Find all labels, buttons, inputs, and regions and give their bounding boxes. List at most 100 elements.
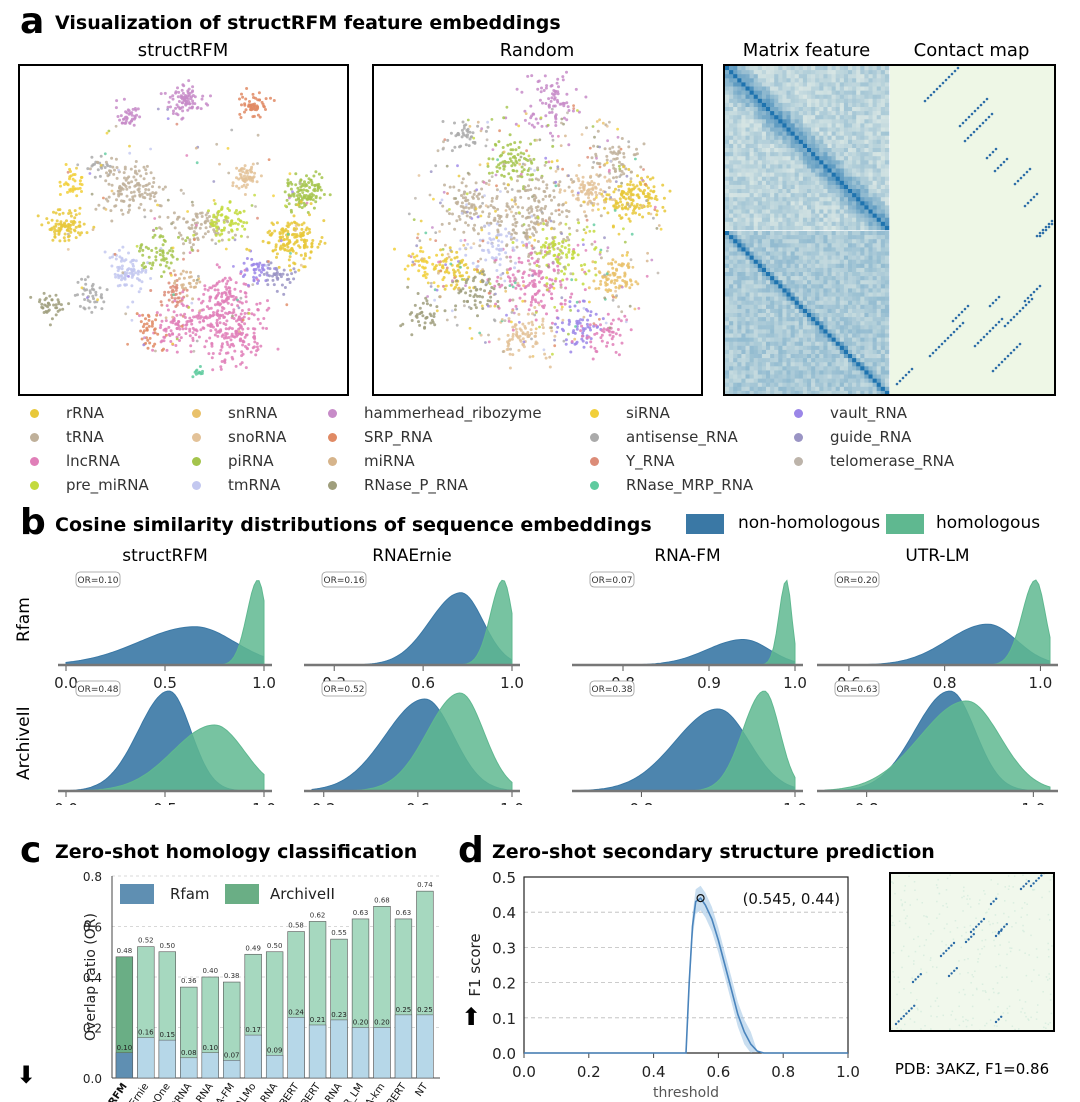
tsne-point [610,261,613,265]
tsne-point [618,333,622,337]
tsne-point [493,142,497,146]
tsne-point [619,184,623,188]
tsne-point [242,178,246,182]
tsne-point [190,223,194,227]
tsne-point [184,286,187,290]
tsne-point [475,265,479,269]
tsne-point [578,300,581,304]
heatmap-cell [770,143,775,149]
tsne-point [532,246,536,250]
tsne-point [160,319,164,323]
tsne-point [506,333,510,337]
tsne-point [661,183,665,187]
heatmap-cell [725,184,730,190]
heatmap-cell [802,184,808,190]
heatmap-cell [786,90,791,95]
tsne-point [540,124,544,128]
tsne-point [525,149,528,153]
tsne-point [67,302,71,306]
tsne-point [554,209,558,213]
tsne-point [271,249,275,253]
tsne-point [425,302,429,306]
tsne-point [290,233,294,237]
tsne-point [68,189,72,193]
heatmap-cell [757,66,763,71]
heatmap-cell [811,90,816,95]
heatmap-cell [766,102,771,108]
tsne-point [515,220,519,224]
tsne-point [541,326,545,330]
heatmap-cell [782,70,787,75]
tsne-point [487,277,491,281]
tsne-point [449,283,453,287]
tsne-point [536,121,540,125]
tsne-point [575,174,579,178]
tsne-point [418,323,422,327]
tsne-point [560,244,564,248]
tsne-point [137,206,141,210]
heatmap-cell [794,90,800,95]
tsne-point [293,233,297,236]
tsne-point [474,288,478,292]
tsne-point [122,199,126,203]
tsne-point [123,121,127,125]
tsne-point [153,328,156,332]
tsne-point [154,255,158,259]
tsne-point [479,257,483,261]
heatmap-cell [761,213,767,218]
tsne-point [582,243,585,247]
tsne-point [212,228,216,232]
tsne-point [160,303,164,307]
tsne-point [80,175,84,179]
heatmap-cell [831,135,836,141]
tsne-point [188,282,192,285]
tsne-point [582,306,586,310]
tsne-point [494,209,497,213]
tsne-point [606,312,610,316]
heatmap-cell [770,82,775,87]
tsne-point [548,249,552,253]
tsne-point [598,250,602,254]
heatmap-cell [757,160,763,165]
tsne-point [637,307,641,310]
heatmap-cell [757,197,763,202]
heatmap-cell [725,213,730,218]
tsne-point [595,120,599,123]
tsne-point [521,162,525,166]
tsne-point [422,266,426,270]
tsne-point [192,279,196,282]
tsne-point [247,343,251,346]
tsne-point [588,146,592,150]
heatmap-cell [737,209,742,214]
tsne-point [478,163,482,167]
tsne-point [487,157,491,161]
tsne-point [125,194,129,198]
tsne-point [499,233,503,237]
heatmap-cell [815,148,820,153]
tsne-point [184,327,188,331]
tsne-point [584,214,588,218]
heatmap-cell [737,111,742,116]
tsne-point [611,163,615,167]
tsne-point [410,333,414,337]
tsne-point [599,336,603,340]
heatmap-cell [770,168,775,173]
tsne-point [203,345,207,349]
tsne-point [448,185,452,189]
tsne-point [652,216,655,220]
heatmap-cell [827,86,832,91]
heatmap-cell [766,115,771,120]
tsne-point [320,236,324,239]
tsne-point [521,337,525,341]
tsne-point [567,226,571,230]
tsne-point [497,282,501,286]
tsne-point [609,196,613,199]
tsne-point [301,184,304,188]
tsne-point [478,294,482,298]
tsne-point [597,286,601,290]
tsne-point [298,181,302,185]
heatmap-cell [749,111,754,116]
tsne-point [242,282,246,286]
tsne-point [655,213,659,217]
tsne-point [515,307,519,311]
